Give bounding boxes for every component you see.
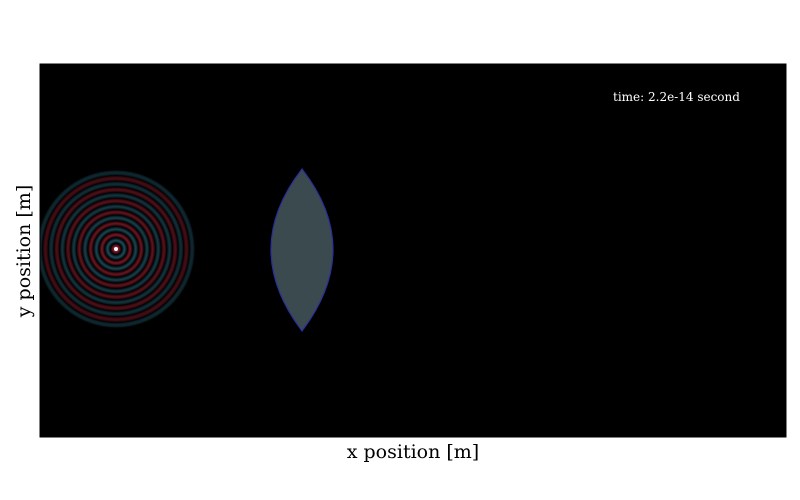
x-axis-label: x position [m] [347, 441, 479, 463]
plot-frame [39, 63, 787, 438]
point-source [114, 247, 118, 251]
time-annotation: time: 2.2e-14 second [613, 90, 740, 104]
lens [270, 168, 334, 332]
y-axis-label: y position [m] [13, 185, 35, 318]
